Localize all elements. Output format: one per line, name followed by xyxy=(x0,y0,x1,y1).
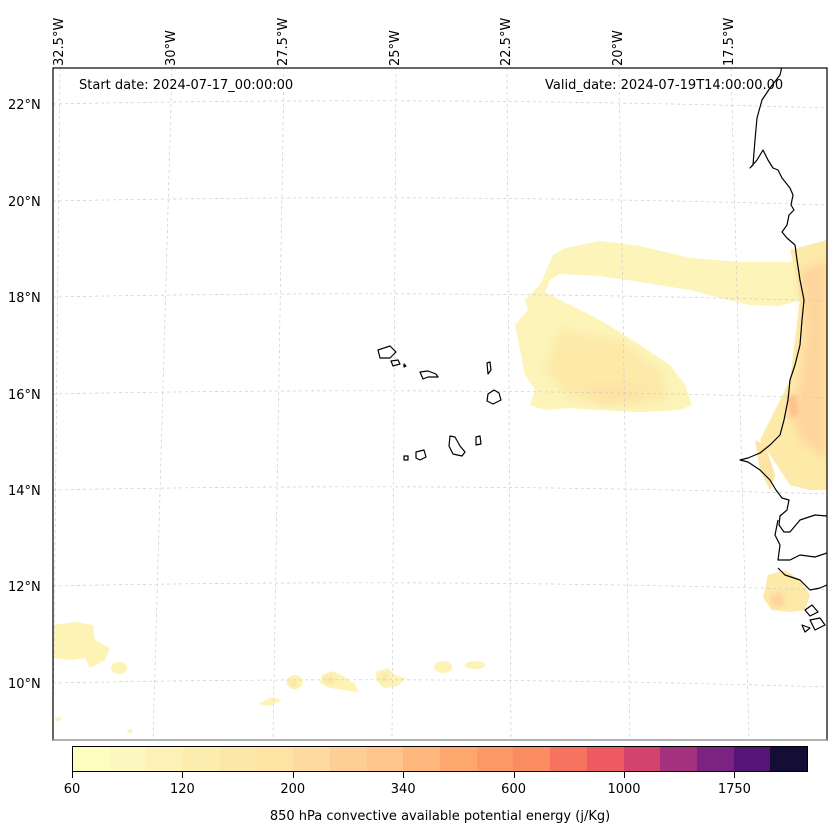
colorbar-tick xyxy=(182,772,184,778)
gridline-lat-12 xyxy=(53,582,827,591)
island-fogo xyxy=(415,449,427,461)
colorbar-bin xyxy=(366,747,404,771)
lon-label: 20°W xyxy=(611,30,626,66)
island-santa-luzia xyxy=(403,363,407,368)
colorbar-bin xyxy=(293,747,330,771)
colorbar-tick xyxy=(403,772,405,778)
cape-region-scattered-cells xyxy=(53,622,485,733)
colorbar-bin xyxy=(623,747,661,771)
island-sao-nicolau xyxy=(419,370,439,380)
colorbar xyxy=(72,746,808,772)
colorbar-bin xyxy=(476,747,514,771)
colorbar-bin xyxy=(660,747,697,771)
colorbar-tick-label: 1000 xyxy=(607,782,641,797)
valid-date-label: Valid_date: 2024-07-19T14:00:00.00 xyxy=(545,78,784,93)
island-maio xyxy=(475,435,482,446)
lat-label: 18°N xyxy=(8,291,41,306)
gridline-lat-10 xyxy=(53,679,827,688)
gridlines xyxy=(53,68,827,740)
lat-label: 20°N xyxy=(8,195,41,210)
gridline-lon-27.5 xyxy=(272,68,285,740)
colorbar-tick-label: 1750 xyxy=(717,782,751,797)
map-plot xyxy=(52,67,828,741)
lon-label: 22.5°W xyxy=(499,17,514,66)
gridline-lon-20 xyxy=(618,68,631,740)
coastline-gambia-guinea xyxy=(774,519,827,633)
colorbar-bin xyxy=(183,747,220,771)
island-santo-antao xyxy=(377,345,397,359)
colorbar-bin xyxy=(73,747,110,771)
colorbar-tick xyxy=(72,772,73,778)
coastline xyxy=(377,68,827,633)
colorbar-bin xyxy=(146,747,184,771)
cape-region-guinea-offshore xyxy=(763,570,810,612)
island-sal xyxy=(486,361,492,375)
colorbar-bin xyxy=(256,747,294,771)
colorbar-tick-label: 60 xyxy=(63,782,81,797)
island-brava xyxy=(403,455,409,461)
island-sao-vicente xyxy=(390,359,401,367)
start-date-label: Start date: 2024-07-17_00:00:00 xyxy=(79,78,294,93)
colorbar-bin xyxy=(696,747,734,771)
island-boa-vista xyxy=(486,389,502,405)
cape-region-coast-max xyxy=(788,395,798,418)
plot-frame xyxy=(52,67,828,741)
lon-label: 25°W xyxy=(388,30,403,66)
colorbar-bin xyxy=(440,747,477,771)
colorbar-bin xyxy=(550,747,587,771)
colorbar-tick xyxy=(513,772,515,778)
cape-region-central-blob xyxy=(545,330,670,405)
colorbar-bin xyxy=(513,747,551,771)
gridline-lon-17.5 xyxy=(730,68,750,740)
colorbar-tick-label: 600 xyxy=(501,782,527,797)
colorbar-tick xyxy=(624,772,625,778)
lat-label: 12°N xyxy=(8,580,41,595)
lon-label: 30°W xyxy=(164,30,179,66)
island-santiago xyxy=(448,435,466,457)
colorbar-tick-label: 200 xyxy=(280,782,306,797)
lon-label: 27.5°W xyxy=(276,17,291,66)
gridline-lat-22 xyxy=(53,100,827,109)
colorbar-tick xyxy=(292,772,294,778)
gridline-lat-16 xyxy=(53,390,827,399)
lon-label: 17.5°W xyxy=(722,17,737,66)
colorbar-bin xyxy=(329,747,367,771)
gridline-lon-32.5 xyxy=(53,68,61,740)
lat-label: 14°N xyxy=(8,484,41,499)
colorbar-bin xyxy=(109,747,147,771)
colorbar-tick-label: 120 xyxy=(169,782,195,797)
gridline-lon-22.5 xyxy=(506,68,512,740)
cape-field xyxy=(53,240,827,733)
cape-region-coast-core xyxy=(790,260,827,460)
colorbar-bin xyxy=(403,747,441,771)
gridline-lat-18 xyxy=(53,293,827,302)
colorbar-bin xyxy=(733,747,771,771)
lat-label: 16°N xyxy=(8,388,41,403)
gridline-lon-30 xyxy=(152,68,173,740)
gridline-lat-14 xyxy=(53,486,827,495)
colorbar-bin xyxy=(219,747,257,771)
lat-label: 22°N xyxy=(8,98,41,113)
coastline-west-africa xyxy=(739,68,827,533)
colorbar-tick xyxy=(734,772,736,778)
cape-region-central-core xyxy=(580,385,650,404)
lon-label: 32.5°W xyxy=(52,17,67,66)
gridline-lon-25 xyxy=(391,68,397,740)
colorbar-bin xyxy=(770,747,808,771)
colorbar-title: 850 hPa convective available potential e… xyxy=(269,809,611,824)
colorbar-bin xyxy=(586,747,624,771)
gridline-lat-20 xyxy=(53,197,827,206)
lat-label: 10°N xyxy=(8,677,41,692)
colorbar-tick-label: 340 xyxy=(390,782,416,797)
